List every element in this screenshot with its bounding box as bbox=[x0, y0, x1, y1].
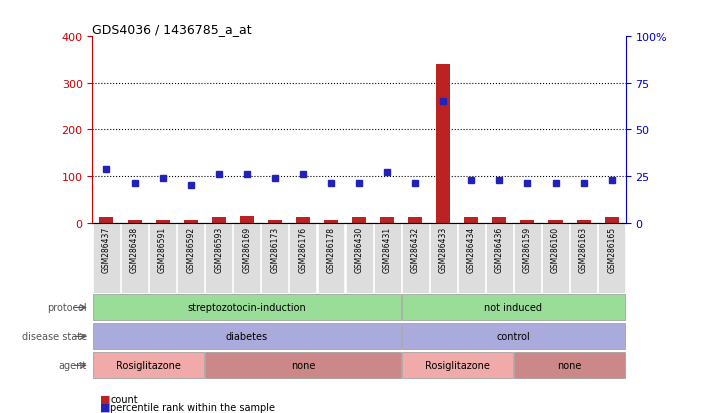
FancyBboxPatch shape bbox=[486, 223, 513, 293]
Text: ■: ■ bbox=[100, 394, 110, 404]
Text: GSM286178: GSM286178 bbox=[326, 226, 336, 273]
FancyBboxPatch shape bbox=[121, 223, 148, 293]
Text: GSM286436: GSM286436 bbox=[495, 226, 504, 273]
Text: Rosiglitazone: Rosiglitazone bbox=[425, 361, 490, 370]
FancyBboxPatch shape bbox=[570, 223, 597, 293]
FancyBboxPatch shape bbox=[93, 324, 400, 349]
Text: GSM286437: GSM286437 bbox=[102, 226, 111, 273]
FancyBboxPatch shape bbox=[289, 223, 316, 293]
Text: GSM286431: GSM286431 bbox=[383, 226, 392, 273]
Text: GSM286593: GSM286593 bbox=[214, 226, 223, 273]
Text: not induced: not induced bbox=[484, 303, 542, 313]
Bar bbox=[100, 217, 114, 223]
Bar bbox=[352, 217, 366, 223]
Text: GSM286591: GSM286591 bbox=[158, 226, 167, 273]
FancyBboxPatch shape bbox=[402, 223, 429, 293]
FancyBboxPatch shape bbox=[205, 352, 400, 378]
Text: count: count bbox=[110, 394, 138, 404]
FancyBboxPatch shape bbox=[598, 223, 625, 293]
FancyBboxPatch shape bbox=[233, 223, 260, 293]
Text: ■: ■ bbox=[100, 402, 110, 412]
Bar bbox=[548, 221, 562, 223]
FancyBboxPatch shape bbox=[458, 223, 485, 293]
FancyBboxPatch shape bbox=[262, 223, 289, 293]
Text: percentile rank within the sample: percentile rank within the sample bbox=[110, 402, 275, 412]
FancyBboxPatch shape bbox=[177, 223, 204, 293]
FancyBboxPatch shape bbox=[514, 352, 625, 378]
Bar bbox=[183, 221, 198, 223]
FancyBboxPatch shape bbox=[93, 352, 204, 378]
Bar bbox=[324, 221, 338, 223]
Text: disease state: disease state bbox=[22, 332, 87, 342]
FancyBboxPatch shape bbox=[402, 324, 625, 349]
Bar bbox=[492, 217, 506, 223]
FancyBboxPatch shape bbox=[402, 352, 513, 378]
Bar bbox=[268, 221, 282, 223]
Bar bbox=[408, 217, 422, 223]
Text: diabetes: diabetes bbox=[225, 332, 268, 342]
Bar bbox=[380, 217, 394, 223]
FancyBboxPatch shape bbox=[346, 223, 373, 293]
Text: GSM286434: GSM286434 bbox=[467, 226, 476, 273]
Text: streptozotocin-induction: streptozotocin-induction bbox=[188, 303, 306, 313]
Text: protocol: protocol bbox=[48, 303, 87, 313]
Bar bbox=[520, 221, 535, 223]
FancyBboxPatch shape bbox=[542, 223, 569, 293]
Text: GSM286165: GSM286165 bbox=[607, 226, 616, 273]
Bar bbox=[212, 217, 226, 223]
Text: agent: agent bbox=[59, 361, 87, 370]
Text: GSM286430: GSM286430 bbox=[355, 226, 363, 273]
Text: GSM286438: GSM286438 bbox=[130, 226, 139, 273]
FancyBboxPatch shape bbox=[149, 223, 176, 293]
Text: Rosiglitazone: Rosiglitazone bbox=[116, 361, 181, 370]
Bar bbox=[577, 221, 591, 223]
FancyBboxPatch shape bbox=[429, 223, 456, 293]
Bar bbox=[240, 216, 254, 223]
FancyBboxPatch shape bbox=[93, 223, 120, 293]
Text: GDS4036 / 1436785_a_at: GDS4036 / 1436785_a_at bbox=[92, 23, 252, 36]
Text: none: none bbox=[291, 361, 315, 370]
Bar bbox=[437, 65, 450, 223]
Text: GSM286432: GSM286432 bbox=[411, 226, 419, 273]
FancyBboxPatch shape bbox=[205, 223, 232, 293]
Bar bbox=[296, 217, 310, 223]
Text: GSM286160: GSM286160 bbox=[551, 226, 560, 273]
FancyBboxPatch shape bbox=[374, 223, 400, 293]
Bar bbox=[127, 221, 141, 223]
Text: GSM286173: GSM286173 bbox=[270, 226, 279, 273]
FancyBboxPatch shape bbox=[514, 223, 541, 293]
Text: GSM286433: GSM286433 bbox=[439, 226, 448, 273]
Bar bbox=[604, 217, 619, 223]
FancyBboxPatch shape bbox=[93, 295, 400, 320]
Text: GSM286592: GSM286592 bbox=[186, 226, 195, 273]
Text: GSM286163: GSM286163 bbox=[579, 226, 588, 273]
Text: GSM286159: GSM286159 bbox=[523, 226, 532, 273]
FancyBboxPatch shape bbox=[318, 223, 344, 293]
Text: none: none bbox=[557, 361, 582, 370]
Text: GSM286176: GSM286176 bbox=[299, 226, 307, 273]
FancyBboxPatch shape bbox=[402, 295, 625, 320]
Bar bbox=[464, 217, 479, 223]
Bar bbox=[156, 221, 170, 223]
Text: control: control bbox=[496, 332, 530, 342]
Text: GSM286169: GSM286169 bbox=[242, 226, 251, 273]
